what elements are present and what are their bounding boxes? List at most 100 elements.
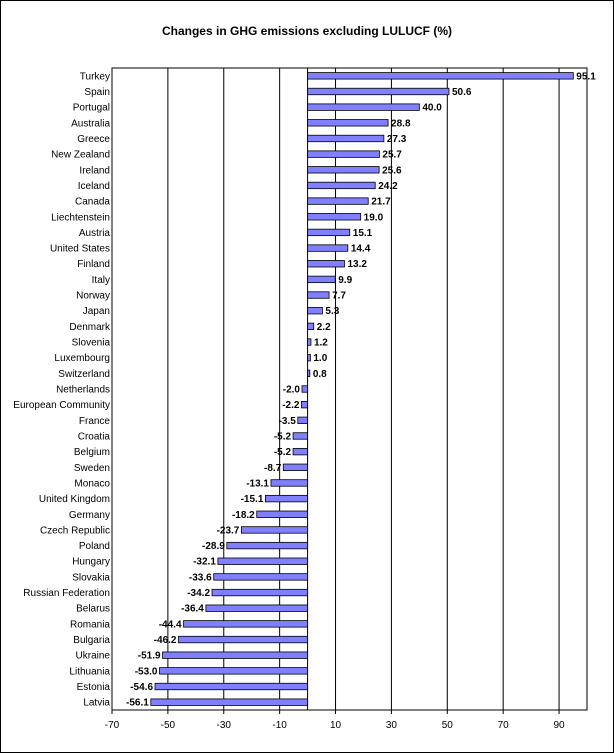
data-label: 9.9 [338,275,352,286]
category-label: Czech Republic [40,525,110,536]
x-tick-label: -70 [105,720,120,731]
x-tick-label: 90 [553,720,565,731]
x-tick-label: 50 [442,720,454,731]
category-label: Russian Federation [23,588,110,599]
category-label: Monaco [74,478,110,489]
bar [292,432,308,440]
data-label: 19.0 [364,212,384,223]
bar [307,166,380,174]
bar [205,604,308,612]
bar [307,103,420,111]
x-tick-label: -10 [272,720,287,731]
category-label: Croatia [78,431,111,442]
bar [211,588,308,597]
bar [301,385,308,393]
bar [307,291,330,299]
bar [307,275,336,284]
bar [270,479,308,487]
bar [307,228,351,237]
bar [307,307,323,315]
category-label: Sweden [74,463,110,474]
bar [307,369,311,377]
category-label: Bulgaria [73,635,110,646]
data-label: 21.7 [371,197,391,208]
bar [307,213,362,221]
data-label: -2.2 [282,400,300,411]
data-label: -8.7 [264,463,282,474]
data-label: 40.0 [422,103,442,114]
data-label: 13.2 [347,259,367,270]
bar [307,260,345,268]
category-label: Estonia [77,682,111,693]
bar [292,447,308,456]
plot-border [111,67,588,711]
category-label: United States [50,244,110,255]
x-axis-ticks: -70 -50 -30 -10 10 30 50 70 90 [105,710,565,731]
chart-title: Changes in GHG emissions excluding LULUC… [162,24,452,38]
category-label: Japan [83,306,110,317]
category-label: New Zealand [51,150,110,161]
data-label: 1.2 [314,338,328,349]
grid-lines [167,68,560,710]
category-label: Switzerland [58,369,110,380]
category-label: United Kingdom [39,494,110,505]
category-label: Denmark [69,322,111,333]
data-label: -23.7 [217,525,240,536]
bar [159,667,308,675]
bar [307,181,376,190]
bar [264,494,308,503]
data-label: 95.1 [576,71,596,82]
category-label: Austria [79,228,111,239]
bar [154,682,308,691]
category-label: Slovakia [72,572,110,583]
data-label: 14.4 [351,244,371,255]
category-label: European Community [13,400,110,411]
bar [307,150,380,158]
data-label: -15.1 [241,494,264,505]
bar [213,573,308,581]
category-label: Hungary [72,557,110,568]
category-label: Turkey [80,71,110,82]
category-label: Italy [92,275,110,286]
data-label: -53.0 [135,666,158,677]
data-label: -44.4 [159,619,182,630]
category-label: Greece [77,134,110,145]
category-label: Slovenia [72,338,111,349]
data-label: 0.8 [313,369,327,380]
bar [307,244,349,252]
x-tick-label: 10 [330,720,342,731]
bars [150,72,574,706]
category-label: Portugal [73,103,110,114]
bar [307,134,385,143]
data-label: 2.2 [317,322,331,333]
category-label: Poland [79,541,110,552]
category-label: Latvia [83,698,110,709]
data-label: -34.2 [187,588,210,599]
category-label: Iceland [78,181,110,192]
category-label: Germany [69,510,110,521]
x-tick-label: -50 [161,720,176,731]
category-label: Netherlands [56,385,110,396]
category-label: Spain [84,87,110,98]
category-label: Romania [70,619,110,630]
data-label: -13.1 [246,478,269,489]
category-label: France [79,416,111,427]
data-label: 15.1 [353,228,373,239]
data-label: -5.2 [274,447,292,458]
bar [256,510,308,518]
data-label: 27.3 [387,134,407,145]
data-label: -5.2 [274,431,292,442]
bar [307,197,369,205]
category-label: Canada [75,197,110,208]
bar [162,651,308,659]
bar [307,338,312,346]
bar [150,698,308,706]
data-label: -2.0 [283,385,301,396]
bar [307,322,315,331]
bar [226,541,308,550]
data-label: -46.2 [154,635,177,646]
data-label: -36.4 [181,604,204,615]
data-label: 28.8 [391,118,411,129]
category-label: Norway [76,291,110,302]
